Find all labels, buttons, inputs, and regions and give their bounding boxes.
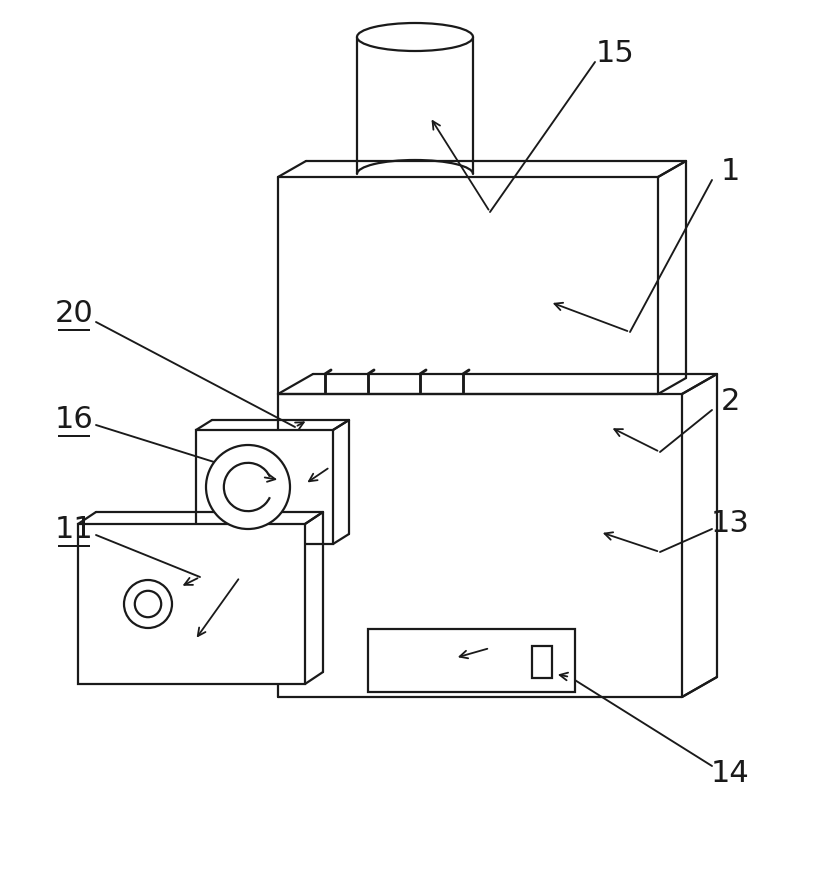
- Ellipse shape: [357, 23, 473, 51]
- Bar: [78, 524, 305, 684]
- Bar: [196, 430, 333, 544]
- Text: 11: 11: [54, 516, 93, 544]
- Text: 14: 14: [711, 759, 749, 789]
- Circle shape: [124, 580, 172, 628]
- Text: 15: 15: [596, 39, 634, 69]
- Circle shape: [135, 591, 161, 617]
- Text: 16: 16: [54, 406, 93, 434]
- Bar: [368, 629, 575, 692]
- Circle shape: [206, 445, 290, 529]
- Text: 1: 1: [721, 158, 740, 186]
- Text: 13: 13: [711, 509, 749, 539]
- Bar: [532, 646, 552, 678]
- Text: 20: 20: [54, 300, 93, 328]
- Text: 2: 2: [721, 387, 740, 417]
